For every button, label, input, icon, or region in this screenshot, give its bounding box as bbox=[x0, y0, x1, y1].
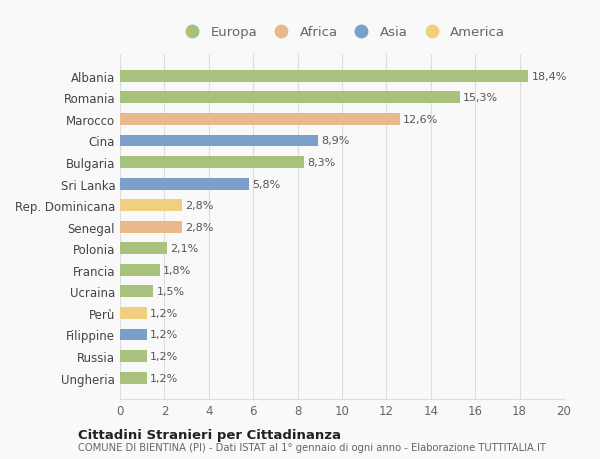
Text: 12,6%: 12,6% bbox=[403, 115, 438, 125]
Text: 2,1%: 2,1% bbox=[170, 244, 198, 254]
Bar bbox=[120, 114, 400, 126]
Bar bbox=[120, 178, 249, 190]
Text: Cittadini Stranieri per Cittadinanza: Cittadini Stranieri per Cittadinanza bbox=[78, 428, 341, 441]
Text: 1,5%: 1,5% bbox=[157, 287, 185, 297]
Text: 18,4%: 18,4% bbox=[532, 72, 567, 82]
Bar bbox=[120, 329, 146, 341]
Bar bbox=[120, 92, 460, 104]
Text: COMUNE DI BIENTINA (PI) - Dati ISTAT al 1° gennaio di ogni anno - Elaborazione T: COMUNE DI BIENTINA (PI) - Dati ISTAT al … bbox=[78, 442, 546, 453]
Text: 1,2%: 1,2% bbox=[150, 351, 178, 361]
Text: 1,8%: 1,8% bbox=[163, 265, 191, 275]
Bar bbox=[120, 157, 304, 168]
Bar bbox=[120, 221, 182, 233]
Text: 1,2%: 1,2% bbox=[150, 330, 178, 340]
Bar bbox=[120, 135, 317, 147]
Bar bbox=[120, 71, 529, 83]
Bar bbox=[120, 372, 146, 384]
Text: 8,9%: 8,9% bbox=[321, 136, 349, 146]
Text: 1,2%: 1,2% bbox=[150, 373, 178, 383]
Bar bbox=[120, 264, 160, 276]
Text: 2,8%: 2,8% bbox=[185, 222, 214, 232]
Text: 8,3%: 8,3% bbox=[308, 158, 336, 168]
Legend: Europa, Africa, Asia, America: Europa, Africa, Asia, America bbox=[176, 24, 508, 42]
Bar bbox=[120, 243, 167, 255]
Text: 1,2%: 1,2% bbox=[150, 308, 178, 318]
Bar bbox=[120, 286, 154, 297]
Text: 2,8%: 2,8% bbox=[185, 201, 214, 211]
Text: 5,8%: 5,8% bbox=[252, 179, 280, 189]
Bar bbox=[120, 308, 146, 319]
Bar bbox=[120, 350, 146, 362]
Text: 15,3%: 15,3% bbox=[463, 93, 498, 103]
Bar bbox=[120, 200, 182, 212]
